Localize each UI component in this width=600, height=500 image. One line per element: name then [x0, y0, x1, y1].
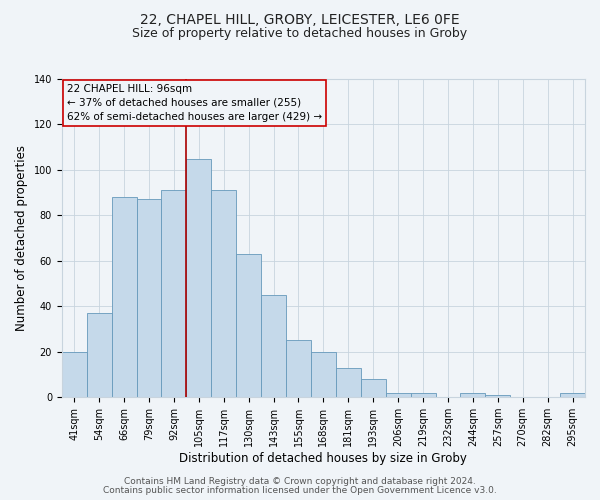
Bar	[460, 392, 485, 397]
Bar	[86, 313, 112, 397]
Bar	[62, 352, 86, 397]
Bar	[311, 352, 336, 397]
Bar	[236, 254, 261, 397]
Text: Contains HM Land Registry data © Crown copyright and database right 2024.: Contains HM Land Registry data © Crown c…	[124, 477, 476, 486]
Bar	[485, 395, 510, 397]
Text: Size of property relative to detached houses in Groby: Size of property relative to detached ho…	[133, 28, 467, 40]
Bar	[211, 190, 236, 397]
Bar	[137, 200, 161, 397]
Bar	[286, 340, 311, 397]
Bar	[161, 190, 187, 397]
Text: 22, CHAPEL HILL, GROBY, LEICESTER, LE6 0FE: 22, CHAPEL HILL, GROBY, LEICESTER, LE6 0…	[140, 12, 460, 26]
Y-axis label: Number of detached properties: Number of detached properties	[15, 145, 28, 331]
Bar	[410, 392, 436, 397]
Bar	[187, 158, 211, 397]
X-axis label: Distribution of detached houses by size in Groby: Distribution of detached houses by size …	[179, 452, 467, 465]
Bar	[361, 379, 386, 397]
Bar	[386, 392, 410, 397]
Bar	[560, 392, 585, 397]
Bar	[112, 197, 137, 397]
Bar	[336, 368, 361, 397]
Text: Contains public sector information licensed under the Open Government Licence v3: Contains public sector information licen…	[103, 486, 497, 495]
Bar	[261, 295, 286, 397]
Text: 22 CHAPEL HILL: 96sqm
← 37% of detached houses are smaller (255)
62% of semi-det: 22 CHAPEL HILL: 96sqm ← 37% of detached …	[67, 84, 322, 122]
